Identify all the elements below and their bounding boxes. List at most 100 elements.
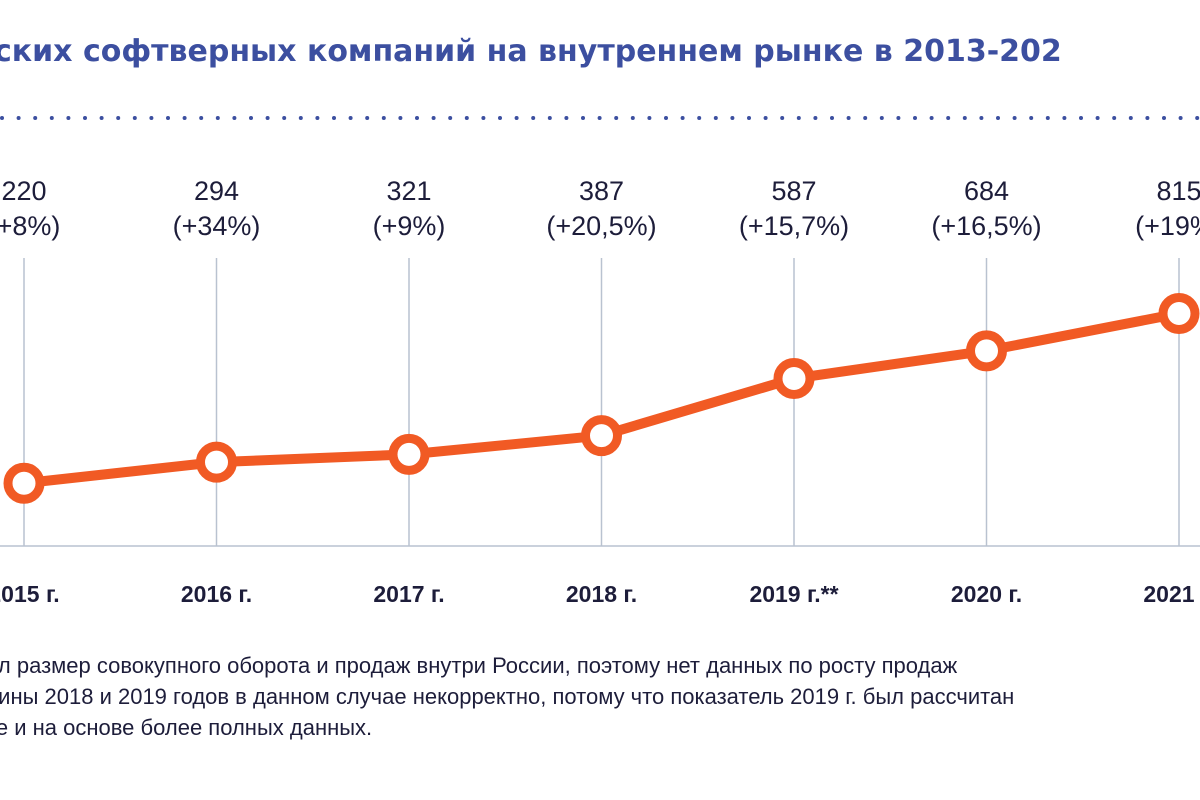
value-label: 684: [964, 176, 1009, 206]
separator-dot: [1112, 116, 1117, 120]
x-tick-label: 2019 г.**: [749, 581, 838, 607]
x-tick-label: 2020 г.: [951, 581, 1022, 607]
separator-dot: [979, 116, 984, 120]
separator-dot: [149, 116, 154, 120]
x-axis-labels: 2015 г. 2016 г. 2017 г. 2018 г. 2019 г.** 202…: [0, 581, 1200, 607]
separator-dot: [813, 116, 818, 120]
separator-dot: [398, 116, 403, 120]
separator-dot: [664, 116, 668, 120]
separator-dot: [763, 116, 768, 120]
separator-dot: [0, 116, 4, 120]
separator-dot: [863, 116, 868, 120]
value-label: 587: [771, 176, 816, 206]
data-point: [196, 441, 237, 483]
separator-dot: [713, 116, 718, 120]
x-tick-label: 2015 г.: [0, 581, 60, 607]
separator-dot: [846, 116, 851, 120]
x-tick-label: 2016 г.: [181, 581, 252, 607]
data-point: [388, 433, 430, 475]
separator-dot: [282, 116, 287, 120]
separator-dot: [531, 116, 536, 120]
separator-dot: [348, 116, 353, 120]
footnote-line-3: ке и на основе более полных данных.: [0, 715, 373, 740]
separator-dot: [199, 116, 204, 120]
separator-dot: [697, 116, 702, 120]
separator-dot: [1162, 116, 1166, 120]
separator-dot: [315, 116, 320, 120]
separator-dot: [946, 116, 951, 120]
dotted-separator: [0, 116, 1200, 120]
separator-dot: [431, 116, 436, 120]
growth-label: (+9%): [373, 211, 446, 241]
separator-dot: [232, 116, 237, 120]
separator-dot: [249, 116, 253, 120]
separator-dot: [796, 116, 801, 120]
separator-dot: [498, 116, 502, 120]
growth-label: (+20,5%): [546, 211, 656, 241]
separator-dot: [1128, 116, 1133, 120]
separator-dot: [630, 116, 635, 120]
separator-dot: [913, 116, 917, 120]
footnote-line-1: ял размер совокупного оборота и продаж в…: [0, 653, 958, 678]
separator-dot: [730, 116, 735, 120]
separator-dot: [680, 116, 685, 120]
separator-dot: [996, 116, 1000, 120]
separator-dot: [33, 116, 38, 120]
separator-dot: [99, 116, 104, 120]
gridlines: [0, 258, 1200, 547]
separator-dot: [49, 116, 54, 120]
separator-dot: [564, 116, 569, 120]
data-point: [1158, 292, 1200, 334]
separator-dot: [265, 116, 270, 120]
footnote: ял размер совокупного оборота и продаж в…: [0, 650, 1200, 743]
data-point: [773, 358, 815, 400]
separator-dot: [547, 116, 552, 120]
value-label: 294: [194, 176, 239, 206]
x-tick-label: 2017 г.: [373, 581, 444, 607]
growth-label: (+19%): [1135, 211, 1200, 241]
growth-label: (+16,5%): [931, 211, 1041, 241]
separator-dot: [1195, 116, 1200, 120]
separator-dot: [1012, 116, 1017, 120]
value-label: 220: [1, 176, 46, 206]
data-points: [3, 292, 1200, 504]
separator-dot: [215, 116, 220, 120]
data-point: [3, 462, 45, 504]
separator-dot: [381, 116, 386, 120]
separator-dot: [365, 116, 370, 120]
separator-dot: [481, 116, 486, 120]
separator-dot: [647, 116, 652, 120]
line-chart: 220 (+8%) 294 (+34%) 321 (+9%) 387 (+20,5%) 587 (…: [0, 116, 1200, 607]
separator-dot: [830, 116, 834, 120]
separator-dot: [332, 116, 336, 120]
separator-dot: [132, 116, 137, 120]
separator-dot: [929, 116, 934, 120]
value-label: 387: [579, 176, 624, 206]
growth-label: (+15,7%): [739, 211, 849, 241]
separator-dot: [614, 116, 619, 120]
data-point: [966, 330, 1007, 372]
chart-title: ских софтверных компаний на внутреннем р…: [0, 34, 1062, 69]
value-labels: 220 (+8%) 294 (+34%) 321 (+9%) 387 (+20,5%) 587 (…: [0, 176, 1200, 241]
separator-dot: [747, 116, 751, 120]
separator-dot: [298, 116, 303, 120]
separator-dot: [448, 116, 453, 120]
separator-dot: [514, 116, 519, 120]
separator-dot: [182, 116, 187, 120]
x-tick-label: 2021 г.: [1143, 581, 1200, 607]
value-label: 815: [1156, 176, 1200, 206]
separator-dot: [581, 116, 585, 120]
separator-dot: [166, 116, 170, 120]
separator-dot: [16, 116, 21, 120]
separator-dot: [116, 116, 121, 120]
separator-dot: [962, 116, 967, 120]
x-tick-label: 2018 г.: [566, 581, 637, 607]
separator-dot: [1095, 116, 1100, 120]
separator-dot: [1062, 116, 1067, 120]
growth-label: (+8%): [0, 211, 60, 241]
growth-label: (+34%): [173, 211, 261, 241]
data-point: [581, 415, 622, 457]
separator-dot: [66, 116, 71, 120]
value-label: 321: [386, 176, 431, 206]
separator-dot: [879, 116, 884, 120]
